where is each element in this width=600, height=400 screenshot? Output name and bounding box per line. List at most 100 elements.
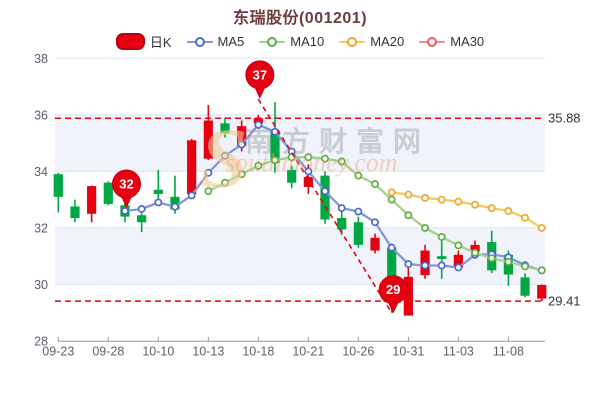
ma20-line: [387, 188, 546, 232]
candle-09-28[interactable]: [103, 181, 113, 206]
candle-10-27[interactable]: [370, 233, 380, 254]
candle-10-20[interactable]: [287, 165, 297, 189]
ma20-path: [391, 191, 543, 229]
balloon-circle: [378, 275, 408, 305]
candle-body: [103, 182, 113, 204]
x-axis-label: 10-10: [142, 345, 174, 359]
candle-body: [287, 169, 297, 183]
日k-marker-icon: [115, 33, 145, 50]
marker-balloon-32: 32: [111, 169, 141, 208]
ma20-point: [404, 190, 413, 199]
x-axis-label: 10-31: [392, 345, 424, 359]
x-axis-label: 10-13: [192, 345, 224, 359]
candle-body: [337, 218, 347, 230]
legend-item-日k[interactable]: 日K: [115, 32, 172, 51]
balloon-circle: [111, 169, 141, 199]
legend-label: 日K: [149, 35, 172, 50]
ma5-point: [271, 127, 279, 136]
x-axis-label: 10-18: [242, 345, 274, 359]
ma5-point: [221, 151, 229, 160]
candle-body: [437, 256, 447, 260]
y-axis-label: 30: [34, 278, 48, 292]
ma5-point: [454, 263, 463, 272]
balloon-label: 32: [119, 177, 133, 192]
chart-legend: 日K MA5 MA10 MA20 MA30: [0, 32, 600, 51]
ma10-point: [354, 171, 363, 180]
ma10-point: [521, 262, 530, 271]
y-axis-label: 34: [34, 165, 48, 179]
candle-10-13[interactable]: [203, 104, 213, 161]
candle-11-02[interactable]: [437, 240, 447, 279]
candle-10-24[interactable]: [320, 171, 330, 224]
candle-body: [387, 247, 397, 277]
ma10-point: [404, 211, 413, 220]
legend-item-ma20[interactable]: MA20: [339, 34, 404, 49]
ma5-point: [421, 261, 429, 270]
candle-body: [370, 237, 380, 251]
candle-body: [203, 120, 213, 159]
ma10-point: [387, 195, 396, 204]
candle-09-30[interactable]: [137, 210, 147, 233]
ma20-point: [487, 204, 496, 213]
legend-label: MA10: [290, 34, 325, 49]
ma5-point: [187, 191, 196, 200]
candle-10-12[interactable]: [187, 138, 197, 199]
ma5-point: [304, 167, 313, 176]
ma10-point: [454, 241, 463, 250]
candle-body: [87, 186, 97, 214]
ma5-point: [237, 140, 246, 149]
candle-10-31[interactable]: [403, 266, 413, 316]
ma10-point: [237, 170, 246, 179]
legend-item-ma30[interactable]: MA30: [419, 34, 484, 49]
ma20-point: [504, 207, 513, 215]
y-axis-label: 36: [34, 108, 48, 122]
candle-09-27[interactable]: [87, 185, 97, 223]
ma5-point: [354, 207, 363, 216]
candle-11-09[interactable]: [520, 273, 530, 298]
ma5-point: [121, 207, 129, 215]
x-axis-label: 10-21: [292, 345, 324, 359]
candle-body: [537, 285, 547, 299]
ma10-marker-icon: [259, 35, 286, 48]
ma10-point: [487, 254, 496, 263]
ma5-point: [171, 202, 179, 211]
ma10-point: [371, 180, 379, 189]
candle-body: [53, 174, 63, 197]
candle-10-26[interactable]: [353, 216, 363, 248]
candle-body: [470, 244, 480, 252]
ma30-marker-icon: [419, 35, 446, 48]
candle-10-10[interactable]: [153, 169, 163, 204]
candle-body: [353, 222, 363, 245]
ma5-point: [337, 204, 346, 213]
y-axis-label: 32: [34, 221, 48, 235]
candle-body: [137, 215, 147, 223]
candle-10-25[interactable]: [337, 208, 347, 235]
candle-09-23[interactable]: [53, 172, 63, 213]
ma5-point: [254, 120, 263, 129]
candle-body: [453, 254, 463, 268]
candle-11-10[interactable]: [537, 284, 547, 302]
candle-10-14[interactable]: [220, 117, 230, 138]
balloon-label: 37: [253, 67, 267, 82]
candle-body: [253, 118, 263, 124]
x-axis-label: 11-03: [443, 345, 474, 359]
ref-line-label: 29.41: [548, 294, 581, 309]
ma10-point: [204, 187, 213, 196]
candle-body: [70, 206, 80, 219]
ma20-point: [387, 188, 396, 197]
legend-item-ma5[interactable]: MA5: [186, 34, 244, 49]
ma5-marker-icon: [186, 35, 213, 48]
candle-body: [270, 130, 280, 163]
ref-line-label: 35.88: [548, 111, 581, 126]
ma20-point: [421, 194, 429, 202]
ma10-point: [271, 156, 279, 165]
candle-body: [220, 123, 230, 134]
candle-body: [237, 126, 247, 146]
ma5-point: [154, 198, 163, 207]
ma10-point: [537, 266, 546, 275]
legend-item-ma10[interactable]: MA10: [259, 34, 324, 49]
ma5-point: [371, 218, 379, 227]
x-axis-label: 10-26: [342, 345, 374, 359]
candle-09-26[interactable]: [70, 199, 80, 223]
